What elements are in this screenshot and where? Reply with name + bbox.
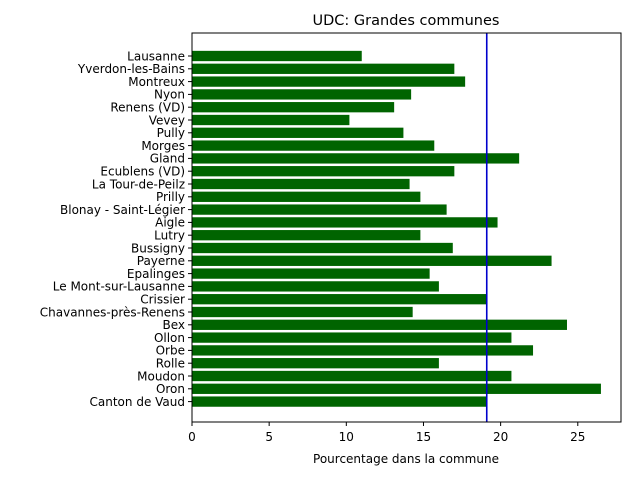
bar — [192, 332, 512, 343]
bar — [192, 345, 534, 356]
bar — [192, 204, 447, 215]
chart-title: UDC: Grandes communes — [313, 13, 500, 29]
bar — [192, 242, 453, 254]
bar — [192, 50, 362, 62]
y-tick-label: Canton de Vaud — [90, 395, 185, 409]
y-tick-label: Prilly — [156, 190, 185, 204]
x-ticks: 0 5 10 15 20 25 — [188, 422, 585, 444]
bar — [192, 294, 487, 305]
y-tick-label: Nyon — [154, 88, 185, 102]
x-tick-label: 15 — [416, 430, 431, 444]
bar — [192, 114, 350, 126]
bar — [192, 268, 430, 279]
y-tick-label: Rolle — [156, 357, 185, 371]
y-tick-label: Bex — [162, 318, 185, 332]
y-tick-label: Bussigny — [131, 241, 185, 255]
bar — [192, 178, 410, 190]
x-tick-label: 10 — [339, 430, 354, 444]
y-tick-label: Crissier — [140, 293, 185, 307]
y-tick-label: Vevey — [149, 113, 185, 127]
y-tick-label: Yverdon-les-Bains — [77, 62, 185, 76]
bar — [192, 217, 498, 228]
x-tick-label: 0 — [188, 430, 196, 444]
bar — [192, 89, 412, 100]
bar — [192, 396, 487, 407]
x-axis-label: Pourcentage dans la commune — [313, 452, 499, 466]
x-tick-label: 5 — [265, 430, 273, 444]
y-tick-label: Lutry — [154, 229, 185, 243]
y-tick-label: Chavannes-près-Renens — [40, 305, 185, 319]
y-tick-label: Payerne — [137, 254, 185, 268]
bar — [192, 281, 439, 292]
y-tick-label: Ollon — [154, 331, 185, 345]
bar — [192, 102, 395, 113]
y-tick-label: Montreux — [128, 75, 185, 89]
bar — [192, 127, 404, 138]
y-tick-label: Orbe — [156, 344, 185, 358]
y-tick-label: Gland — [150, 152, 185, 166]
y-tick-label: Renens (VD) — [110, 101, 185, 115]
y-tick-label: Oron — [156, 382, 185, 396]
bar — [192, 306, 413, 318]
bar — [192, 63, 455, 74]
bar — [192, 358, 439, 369]
bars-group — [192, 50, 601, 407]
y-tick-label: La Tour-de-Peilz — [92, 177, 185, 191]
x-tick-label: 25 — [570, 430, 585, 444]
y-tick-label: Moudon — [137, 369, 185, 383]
bar — [192, 230, 421, 241]
plot-frame — [191, 32, 622, 423]
y-tick-labels: LausanneYverdon-les-BainsMontreuxNyonRen… — [40, 49, 192, 409]
y-tick-label: Epalinges — [127, 267, 185, 281]
bar — [192, 140, 435, 151]
y-tick-label: Blonay - Saint-Légier — [60, 203, 185, 217]
x-tick-label: 20 — [493, 430, 508, 444]
y-tick-label: Ecublens (VD) — [100, 165, 185, 179]
bar — [192, 383, 601, 394]
bar — [192, 191, 421, 202]
y-tick-label: Le Mont-sur-Lausanne — [53, 280, 185, 294]
y-tick-label: Morges — [141, 139, 185, 153]
y-tick-label: Aigle — [155, 216, 185, 230]
bar — [192, 255, 552, 266]
y-tick-label: Lausanne — [127, 49, 185, 63]
bar — [192, 370, 512, 382]
bar — [192, 153, 520, 164]
y-tick-label: Pully — [157, 126, 185, 140]
bar — [192, 319, 567, 330]
bar — [192, 76, 466, 87]
bar — [192, 166, 455, 177]
